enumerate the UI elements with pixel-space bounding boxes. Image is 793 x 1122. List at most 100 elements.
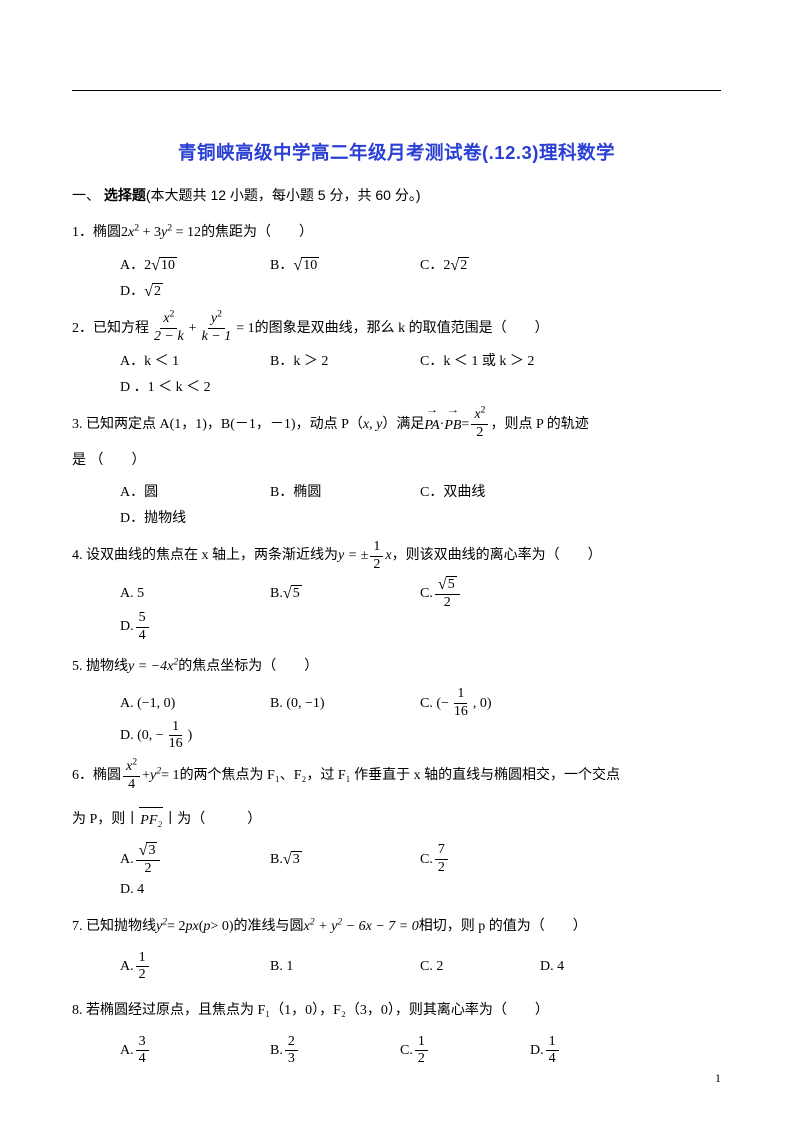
q6A-l: A. xyxy=(120,847,134,873)
q8B-l: B. xyxy=(270,1038,283,1064)
q1B-l: B． xyxy=(270,253,293,279)
q5-optC: C. (− 116, 0) xyxy=(420,687,600,719)
top-rule xyxy=(72,90,721,91)
q5C-n: 1 xyxy=(454,687,467,704)
q8A-frac: 34 xyxy=(136,1035,149,1067)
q2-optD: D ．1 ＜ k ＜ 2 xyxy=(120,375,250,401)
sqrt-icon: √5 xyxy=(283,585,302,602)
q2-eq: = 1 xyxy=(236,316,254,342)
q2-f1d: 2 − k xyxy=(151,329,187,345)
q4D-frac: 54 xyxy=(136,611,149,643)
q6A-d: 2 xyxy=(142,861,155,877)
q1A-l: A．2 xyxy=(120,253,151,279)
vector-pb: PB xyxy=(444,411,461,439)
q7-optD: D. 4 xyxy=(540,954,564,980)
q4C-d: 2 xyxy=(441,595,454,611)
q3-optC: C．双曲线 xyxy=(420,480,600,506)
q3-optB: B．椭圆 xyxy=(270,480,420,506)
q8B-frac: 23 xyxy=(285,1035,298,1067)
q3-optA: A．圆 xyxy=(120,480,270,506)
q8-text: 8. 若椭圆经过原点，且焦点为 F₁（1，0），F₂（3，0），则其离心率为（ … xyxy=(72,998,549,1024)
q5-b: 的焦点坐标为（ ） xyxy=(178,654,318,680)
q5D-d: 16 xyxy=(166,736,186,752)
q8A-n: 3 xyxy=(136,1035,149,1052)
q5D-frac: 116 xyxy=(166,720,186,752)
q4B-l: B. xyxy=(270,581,283,607)
q7A-d: 2 xyxy=(136,967,149,983)
q5C-r: , 0) xyxy=(473,691,492,717)
q4-yeq: y = ± xyxy=(338,543,368,569)
q8B-d: 3 xyxy=(285,1051,298,1067)
q1B-r: 10 xyxy=(301,257,319,274)
sqrt-icon: √2 xyxy=(144,283,163,300)
q6C-n: 7 xyxy=(435,843,448,860)
q4D-d: 4 xyxy=(136,628,149,644)
q3-b: ）满足 xyxy=(382,412,424,438)
q1-text-b: 的焦距为（ ） xyxy=(201,220,313,246)
q6-optD: D. 4 xyxy=(120,877,250,903)
q4-a: 4. 设双曲线的焦点在 x 轴上，两条渐近线为 xyxy=(72,543,338,569)
q4-frac: 1 2 xyxy=(370,540,383,572)
vector-pa: PA xyxy=(424,411,439,439)
q5C-l: C. (− xyxy=(420,691,449,717)
q7-stem: 7. 已知抛物线 y2 = 2px(p > 0) 的准线与圆 x2 + y2 −… xyxy=(72,909,721,945)
q6-y2: y2 xyxy=(150,763,161,789)
q6C-l: C. xyxy=(420,847,433,873)
q2-optA: A．k ＜ 1 xyxy=(120,349,270,375)
q4-optA: A. 5 xyxy=(120,581,270,607)
q4C-l: C. xyxy=(420,581,433,607)
q6-d: 丨为（ ） xyxy=(163,807,261,833)
section-heading: 一、 选择题(本大题共 12 小题，每小题 5 分，共 60 分。) xyxy=(72,183,721,209)
q3-eq: = xyxy=(461,412,469,438)
q1-expr: 2x2 + 3y2 = 12 xyxy=(121,220,201,246)
q5-a: 5. 抛物线 xyxy=(72,654,128,680)
q8-stem: 8. 若椭圆经过原点，且焦点为 F₁（1，0），F₂（3，0），则其离心率为（ … xyxy=(72,993,721,1029)
q1-optD: D．√2 xyxy=(120,279,250,305)
q1-e2: 2 xyxy=(167,222,172,233)
q6A-frac: √32 xyxy=(136,842,161,877)
q6-mid: + xyxy=(142,763,150,789)
q1-optA: A．2√10 xyxy=(120,253,270,279)
question-2: 2．已知方程 x2 2 − k + y2 k − 1 = 1 的图象是双曲线，那… xyxy=(72,311,721,401)
q1-c1: 2 xyxy=(121,225,128,240)
q8D-frac: 14 xyxy=(546,1035,559,1067)
q7-m1: = 2 xyxy=(167,914,185,940)
q2-b: 的图象是双曲线，那么 k 的取值范围是（ ） xyxy=(255,316,549,342)
page: 青铜峡高级中学高二年级月考测试卷(.12.3)理科数学 一、 选择题(本大题共 … xyxy=(0,0,793,1122)
q7-optB: B. 1 xyxy=(270,954,420,980)
q8C-frac: 12 xyxy=(415,1035,428,1067)
q6-frac: x2 4 xyxy=(123,760,140,792)
q1-text-a: 1．椭圆 xyxy=(72,220,121,246)
q8-optB: B. 23 xyxy=(270,1035,400,1067)
q4-b: ，则该双曲线的离心率为（ ） xyxy=(392,543,602,569)
q7-optC: C. 2 xyxy=(420,954,540,980)
q2-mid: + xyxy=(189,316,197,342)
q4C-frac: √52 xyxy=(435,576,460,611)
section-prefix: 一、 xyxy=(72,187,104,203)
q6A-nr: 3 xyxy=(146,842,157,859)
q7-y2: y2 xyxy=(156,914,167,940)
q6-stem-l1: 6．椭圆 x2 4 + y2 = 1 的两个焦点为 F₁、F₂，过 F₁ 作垂直… xyxy=(72,758,721,794)
q6-a: 6．椭圆 xyxy=(72,763,121,789)
q5-ex: y = −4x2 xyxy=(128,654,178,680)
q2-optB: B．k ＞ 2 xyxy=(270,349,420,375)
q7A-l: A. xyxy=(120,954,134,980)
page-number: 1 xyxy=(715,1071,721,1086)
q3-frac: x2 2 xyxy=(471,408,488,440)
q6C-frac: 72 xyxy=(435,843,448,875)
q7-options: A. 12 B. 1 C. 2 D. 4 xyxy=(72,947,721,987)
q4-fd: 2 xyxy=(370,557,383,573)
q8D-l: D. xyxy=(530,1038,544,1064)
q3-c: ，则点 P 的轨迹 xyxy=(490,412,588,438)
q2-f2d: k − 1 xyxy=(199,329,235,345)
q6C-d: 2 xyxy=(435,860,448,876)
q5-options: A. (−1, 0) B. (0, −1) C. (− 116, 0) D. (… xyxy=(72,687,721,752)
q1-e1: 2 xyxy=(134,222,139,233)
q8-options: A. 34 B. 23 C. 12 D. 14 xyxy=(72,1031,721,1071)
q8B-n: 2 xyxy=(285,1035,298,1052)
q3-stem-l2: 是 （ ） xyxy=(72,442,721,478)
q4-fn: 1 xyxy=(370,540,383,557)
q3-optD: D．抛物线 xyxy=(120,506,250,532)
q3-options: A．圆 B．椭圆 C．双曲线 D．抛物线 xyxy=(72,480,721,532)
q2-f2n-b: 2 xyxy=(217,309,222,320)
